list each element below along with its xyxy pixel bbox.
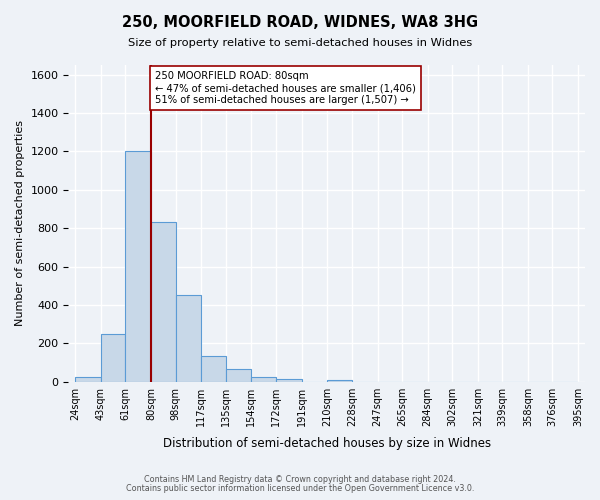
Text: Size of property relative to semi-detached houses in Widnes: Size of property relative to semi-detach… <box>128 38 472 48</box>
Bar <box>226 369 251 382</box>
Bar <box>276 379 302 382</box>
Bar <box>328 380 352 382</box>
Text: Contains public sector information licensed under the Open Government Licence v3: Contains public sector information licen… <box>126 484 474 493</box>
Text: 250 MOORFIELD ROAD: 80sqm
← 47% of semi-detached houses are smaller (1,406)
51% : 250 MOORFIELD ROAD: 80sqm ← 47% of semi-… <box>155 72 416 104</box>
Y-axis label: Number of semi-detached properties: Number of semi-detached properties <box>15 120 25 326</box>
Text: 250, MOORFIELD ROAD, WIDNES, WA8 3HG: 250, MOORFIELD ROAD, WIDNES, WA8 3HG <box>122 15 478 30</box>
Bar <box>125 152 151 382</box>
Bar <box>251 377 276 382</box>
Bar <box>201 356 226 382</box>
Bar <box>151 222 176 382</box>
Bar <box>176 296 201 382</box>
Bar <box>101 334 125 382</box>
Text: Contains HM Land Registry data © Crown copyright and database right 2024.: Contains HM Land Registry data © Crown c… <box>144 475 456 484</box>
X-axis label: Distribution of semi-detached houses by size in Widnes: Distribution of semi-detached houses by … <box>163 437 491 450</box>
Bar <box>75 377 101 382</box>
